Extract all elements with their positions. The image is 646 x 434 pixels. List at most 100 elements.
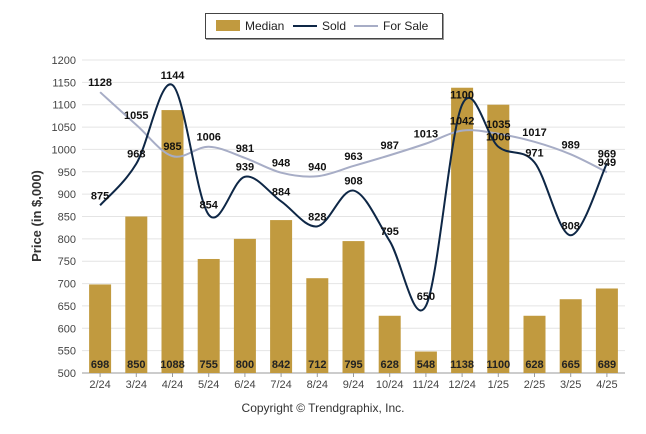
median-bar [342, 241, 365, 373]
median-bar [233, 238, 256, 373]
legend-median-label: Median [245, 19, 285, 33]
for-sale-point-label: 1017 [522, 127, 546, 139]
y-tick-label: 850 [58, 212, 76, 224]
for-sale-point-label: 987 [381, 140, 399, 152]
median-bar-label: 1138 [450, 359, 474, 371]
for-sale-point-label: 948 [272, 158, 290, 170]
median-bars [89, 87, 618, 374]
sold-point-label: 884 [272, 186, 291, 198]
y-axis-label: Price (in $,000) [29, 170, 44, 262]
for-sale-point-label: 989 [562, 139, 580, 151]
sold-point-label: 1006 [486, 132, 510, 144]
for-sale-line [99, 91, 608, 178]
median-swatch [216, 20, 240, 31]
y-tick-label: 1200 [52, 55, 76, 67]
sold-point-label: 854 [200, 200, 219, 212]
sold-point-label: 908 [344, 176, 362, 188]
median-bar-label: 795 [344, 359, 362, 371]
x-tick-label: 2/25 [524, 379, 545, 391]
median-bar [306, 278, 329, 373]
y-tick-label: 500 [58, 368, 76, 380]
x-tick-label: 6/24 [234, 379, 255, 391]
median-bar [378, 315, 401, 373]
sold-swatch [293, 25, 317, 27]
for-sale-swatch [354, 25, 378, 27]
x-tick-label: 1/25 [488, 379, 509, 391]
y-tick-label: 900 [58, 189, 76, 201]
y-tick-label: 750 [58, 256, 76, 268]
y-tick-label: 1050 [52, 122, 76, 134]
sold-point-label: 650 [417, 291, 435, 303]
median-bar [487, 104, 510, 373]
data-labels: 698 850 1088 755 800 842 712 795 628 548 1138 1100 6… [88, 70, 616, 371]
median-bar-label: 698 [91, 359, 109, 371]
for-sale-point-label: 1035 [486, 119, 510, 131]
y-tick-label: 600 [58, 323, 76, 335]
median-bar-label: 1088 [160, 359, 184, 371]
median-bar [414, 351, 437, 373]
sold-point-label: 875 [91, 190, 109, 202]
median-bar-label: 548 [417, 359, 435, 371]
x-tick-label: 3/24 [126, 379, 147, 391]
sold-point-label: 968 [127, 149, 145, 161]
y-axis: 500 550 600 650 700 750 800 850 900 950 1000 1050 11… [52, 55, 76, 380]
median-bar [270, 220, 293, 373]
x-tick-label: 8/24 [307, 379, 328, 391]
sold-point-label: 795 [381, 226, 399, 238]
for-sale-point-label: 1013 [414, 129, 438, 141]
for-sale-point-label: 1006 [196, 132, 220, 144]
median-bar [595, 288, 618, 373]
y-tick-label: 950 [58, 167, 76, 179]
legend-sold-label: Sold [322, 19, 347, 33]
median-bar-label: 842 [272, 359, 290, 371]
copyright-text: Copyright © Trendgraphix, Inc. [241, 401, 405, 415]
median-bar-label: 850 [127, 359, 145, 371]
x-tick-label: 10/24 [376, 379, 404, 391]
median-bar-label: 628 [525, 359, 543, 371]
x-tick-label: 11/24 [413, 379, 440, 391]
median-bar-label: 689 [598, 359, 616, 371]
median-bar [559, 299, 582, 373]
median-bar-label: 755 [200, 359, 218, 371]
median-bar-label: 628 [381, 359, 399, 371]
sold-point-label: 1100 [450, 90, 474, 102]
legend-for-sale-label: For Sale [383, 19, 429, 33]
for-sale-point-label: 1128 [88, 77, 112, 89]
y-tick-label: 800 [58, 234, 76, 246]
x-tick-label: 5/24 [198, 379, 219, 391]
sold-point-label: 939 [236, 162, 254, 174]
median-bar-label: 800 [236, 359, 254, 371]
x-tick-label: 7/24 [270, 379, 291, 391]
for-sale-point-label: 981 [236, 143, 254, 155]
for-sale-point-label: 949 [598, 157, 616, 169]
y-tick-label: 1100 [52, 100, 76, 112]
x-tick-label: 9/24 [343, 379, 364, 391]
x-tick-label: 4/25 [596, 379, 617, 391]
y-tick-label: 650 [58, 301, 76, 313]
x-tick-label: 2/24 [89, 379, 110, 391]
chart-legend: Median Sold For Sale [205, 13, 443, 39]
sold-point-label: 969 [598, 148, 616, 160]
median-bar-label: 712 [308, 359, 326, 371]
median-bar [161, 110, 184, 373]
x-axis: 2/24 3/24 4/24 5/24 6/24 7/24 8/24 9/24 10/24 11/… [89, 373, 618, 391]
x-tick-label: 4/24 [162, 379, 183, 391]
sold-point-label: 1144 [161, 70, 186, 82]
y-tick-label: 1150 [52, 77, 76, 89]
y-tick-label: 1000 [52, 144, 76, 156]
trend-lines [99, 83, 608, 312]
sold-point-label: 828 [308, 211, 326, 223]
y-tick-label: 550 [58, 346, 76, 358]
for-sale-point-label: 1042 [450, 116, 474, 128]
median-bar-label: 1100 [486, 359, 510, 371]
for-sale-point-label: 963 [344, 151, 362, 163]
sold-point-label: 808 [562, 220, 580, 232]
median-bar [451, 87, 474, 374]
median-bar-label: 665 [562, 359, 580, 371]
median-bar [89, 284, 112, 373]
for-sale-point-label: 985 [163, 141, 181, 153]
x-tick-label: 3/25 [560, 379, 581, 391]
sold-point-label: 971 [525, 147, 543, 159]
x-tick-label: 12/24 [448, 379, 476, 391]
